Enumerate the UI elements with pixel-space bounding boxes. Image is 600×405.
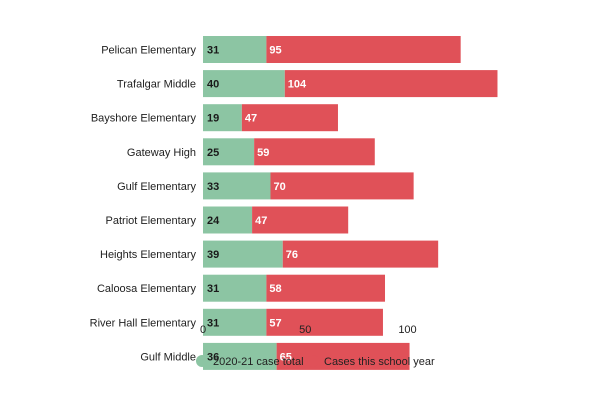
bar-segment-prior-year <box>203 172 271 200</box>
category-label: River Hall Elementary <box>90 317 197 329</box>
value-labels: 31 95 40 104 19 47 25 59 33 70 24 47 39 76 31 58 31 57 36 6… <box>207 45 307 364</box>
data-label-prior-year: 25 <box>207 147 219 159</box>
data-label-prior-year: 33 <box>207 181 219 193</box>
bars-group <box>203 36 498 370</box>
data-label-this-year: 57 <box>269 317 281 329</box>
bar-segment-this-year <box>282 240 439 268</box>
legend-label-prior-year: 2020-21 case total <box>213 356 304 368</box>
bar-segment-this-year <box>266 36 461 63</box>
data-label-prior-year: 40 <box>207 79 219 91</box>
data-label-prior-year: 39 <box>207 249 219 261</box>
data-label-this-year: 95 <box>269 45 281 57</box>
x-tick-label: 100 <box>398 324 416 336</box>
bar-segment-prior-year <box>203 308 267 336</box>
category-label: Caloosa Elementary <box>97 283 197 295</box>
bar-segment-prior-year <box>203 104 242 132</box>
category-label: Gateway High <box>127 147 196 159</box>
category-labels: Pelican Elementary Trafalgar Middle Baysho… <box>90 45 197 364</box>
bar-segment-this-year <box>252 206 349 234</box>
data-label-prior-year: 31 <box>207 317 219 329</box>
data-label-prior-year: 36 <box>207 351 219 363</box>
x-axis: 0 50 100 <box>200 324 417 336</box>
bar-segment-this-year <box>266 308 383 336</box>
data-label-prior-year: 19 <box>207 113 219 125</box>
data-label-prior-year: 24 <box>207 215 220 227</box>
bar-segment-prior-year <box>203 274 267 302</box>
bar-segment-prior-year <box>203 70 285 98</box>
data-label-prior-year: 31 <box>207 45 219 57</box>
data-label-this-year: 70 <box>273 181 285 193</box>
bar-segment-this-year <box>266 274 386 302</box>
category-label: Patriot Elementary <box>106 215 197 227</box>
data-label-this-year: 58 <box>269 283 281 295</box>
data-label-this-year: 76 <box>286 249 298 261</box>
bar-segment-this-year <box>254 138 375 166</box>
data-label-this-year: 104 <box>288 79 307 91</box>
x-tick-label: 50 <box>299 324 311 336</box>
data-label-prior-year: 31 <box>207 283 219 295</box>
category-label: Gulf Middle <box>140 351 196 363</box>
legend-swatch-prior-year <box>196 355 208 367</box>
legend-swatch-this-year <box>307 355 319 367</box>
bar-segment-this-year <box>276 342 410 370</box>
bar-segment-this-year <box>270 172 414 200</box>
bar-segment-this-year <box>284 70 498 98</box>
category-label: Pelican Elementary <box>101 45 196 57</box>
bar-segment-prior-year <box>203 206 253 234</box>
bar-segment-this-year <box>241 104 338 132</box>
legend-label-this-year: Cases this school year <box>324 356 435 368</box>
bar-segment-prior-year <box>203 138 255 166</box>
category-label: Heights Elementary <box>100 249 196 261</box>
legend: 2020-21 case total Cases this school year <box>196 355 435 368</box>
category-label: Gulf Elementary <box>117 181 196 193</box>
category-label: Trafalgar Middle <box>117 79 196 91</box>
x-tick-label: 0 <box>200 324 206 336</box>
data-label-this-year: 47 <box>245 113 257 125</box>
bar-segment-prior-year <box>203 36 267 63</box>
data-label-this-year: 65 <box>280 351 292 363</box>
data-label-this-year: 47 <box>255 215 267 227</box>
bar-segment-prior-year <box>203 342 277 370</box>
category-label: Bayshore Elementary <box>91 113 197 125</box>
bar-segment-prior-year <box>203 240 283 268</box>
data-label-this-year: 59 <box>257 147 269 159</box>
